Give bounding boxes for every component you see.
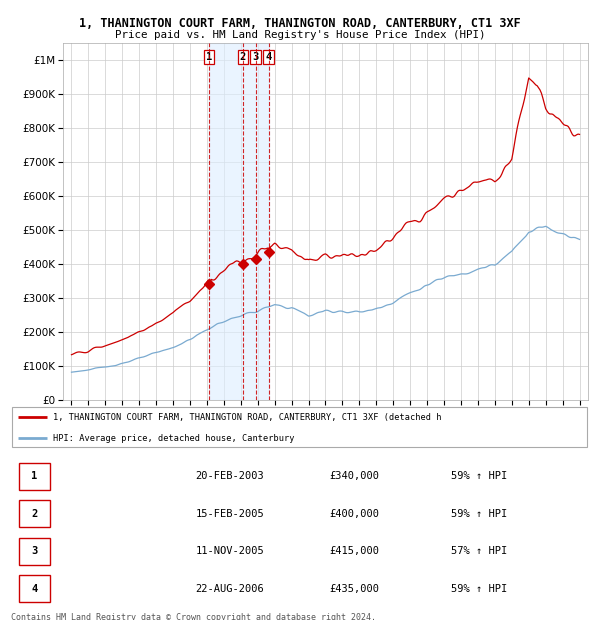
Text: 3: 3 [31,546,38,556]
Text: 2: 2 [240,52,246,63]
FancyBboxPatch shape [19,538,50,565]
Text: 59% ↑ HPI: 59% ↑ HPI [451,509,508,519]
Text: 20-FEB-2003: 20-FEB-2003 [195,471,264,481]
Text: 3: 3 [253,52,259,63]
FancyBboxPatch shape [19,575,50,603]
FancyBboxPatch shape [19,463,50,490]
Text: Price paid vs. HM Land Registry's House Price Index (HPI): Price paid vs. HM Land Registry's House … [115,30,485,40]
Text: 1, THANINGTON COURT FARM, THANINGTON ROAD, CANTERBURY, CT1 3XF: 1, THANINGTON COURT FARM, THANINGTON ROA… [79,17,521,30]
Text: £415,000: £415,000 [329,546,379,556]
Text: 11-NOV-2005: 11-NOV-2005 [195,546,264,556]
Text: 2: 2 [31,509,38,519]
Text: Contains HM Land Registry data © Crown copyright and database right 2024.
This d: Contains HM Land Registry data © Crown c… [11,613,376,620]
Text: 15-FEB-2005: 15-FEB-2005 [195,509,264,519]
Text: 1: 1 [206,52,212,63]
Bar [209,43,269,400]
Text: £435,000: £435,000 [329,584,379,594]
Text: 1: 1 [31,471,38,481]
Text: £400,000: £400,000 [329,509,379,519]
Text: 4: 4 [31,584,38,594]
Text: 57% ↑ HPI: 57% ↑ HPI [451,546,508,556]
Text: 4: 4 [265,52,272,63]
Text: HPI: Average price, detached house, Canterbury: HPI: Average price, detached house, Cant… [53,434,294,443]
Text: £340,000: £340,000 [329,471,379,481]
Text: 1, THANINGTON COURT FARM, THANINGTON ROAD, CANTERBURY, CT1 3XF (detached h: 1, THANINGTON COURT FARM, THANINGTON ROA… [53,413,441,422]
Text: 22-AUG-2006: 22-AUG-2006 [195,584,264,594]
Text: 59% ↑ HPI: 59% ↑ HPI [451,584,508,594]
FancyBboxPatch shape [19,500,50,528]
Text: 59% ↑ HPI: 59% ↑ HPI [451,471,508,481]
FancyBboxPatch shape [12,407,587,447]
